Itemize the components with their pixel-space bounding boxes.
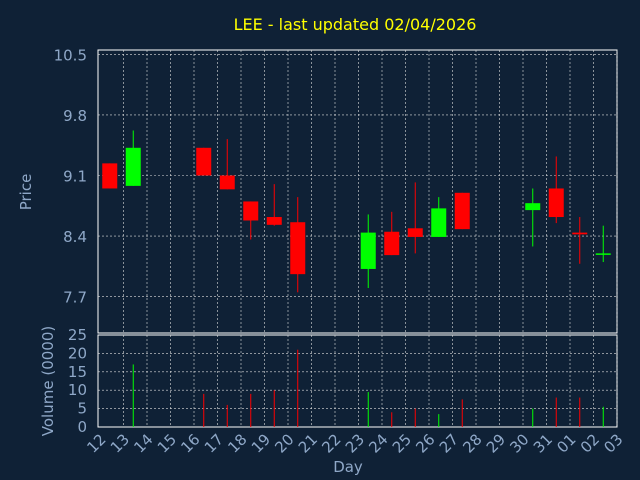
price-tick-label: 9.8: [63, 107, 87, 125]
candle-body: [125, 147, 141, 186]
volume-tick-label: 25: [68, 326, 87, 344]
candle-body: [219, 175, 235, 190]
candle-body: [243, 201, 259, 221]
price-panel: 10.5 9.8 9.1 8.4 7.7: [54, 46, 618, 334]
candle-body: [102, 163, 118, 189]
candle-body: [196, 147, 212, 176]
volume-axis-label: Volume (0000): [39, 326, 57, 436]
x-axis-label: Day: [333, 458, 363, 476]
volume-tick-label: 15: [68, 363, 87, 381]
candle-body: [407, 228, 423, 237]
candle-body: [525, 203, 541, 211]
candle-body: [290, 222, 306, 275]
price-tick-label: 10.5: [54, 46, 87, 64]
price-tick-label: 7.7: [63, 289, 87, 307]
price-tick-label: 9.1: [63, 167, 87, 185]
price-axis-label: Price: [17, 174, 35, 211]
candle-body: [266, 217, 282, 225]
candle-body: [572, 232, 588, 235]
candle-body: [360, 232, 376, 269]
x-axis: 1213141516171819202122232425262728293031…: [83, 430, 626, 456]
candle-body: [431, 208, 447, 237]
candle-body: [548, 188, 564, 218]
candle-body: [454, 192, 470, 230]
volume-tick-label: 0: [77, 418, 87, 436]
price-tick-label: 8.4: [63, 228, 87, 246]
volume-tick-label: 20: [68, 344, 87, 362]
volume-tick-label: 5: [77, 400, 87, 418]
candle-body: [595, 253, 611, 255]
candle-body: [384, 231, 400, 256]
chart-title: LEE - last updated 02/04/2026: [234, 15, 477, 34]
volume-tick-label: 10: [68, 381, 87, 399]
